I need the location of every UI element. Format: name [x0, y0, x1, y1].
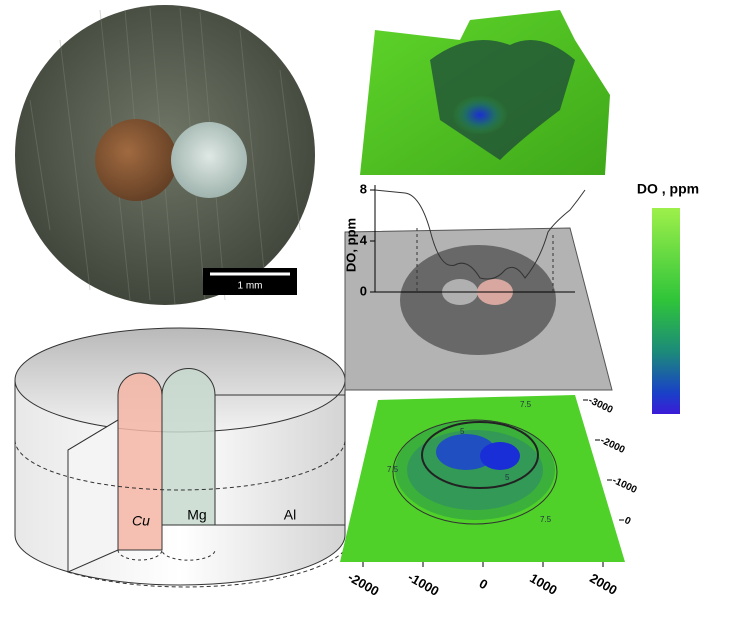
scale-bar-label: 1 mm [238, 281, 263, 292]
schematic: Cu Mg Al [14, 327, 346, 588]
y-tick-label: -1000 [611, 475, 639, 496]
cu-label: Cu [132, 513, 150, 529]
colorbar: DO , ppm [637, 181, 699, 414]
y-tick-label: 0 [623, 515, 633, 528]
contour-label: 5 [505, 473, 510, 482]
mg-rod [161, 368, 216, 526]
contour-label: 7.5 [520, 400, 532, 409]
mg-label: Mg [187, 507, 206, 523]
hidden-edge [117, 549, 216, 561]
y-tick-label: 4 [360, 232, 368, 247]
mg-insert [171, 122, 247, 198]
contour-label: 7.5 [387, 465, 399, 474]
x-tick-label: -2000 [345, 569, 381, 599]
surface-plot [360, 10, 610, 175]
cut-edge [67, 419, 119, 451]
x-tick-label: 2000 [587, 570, 620, 597]
profile-plot: DO, ppm 0 4 8 [343, 181, 613, 391]
surface-minimum [452, 95, 508, 135]
contour-map: 7.5 5 7.5 7.5 5 -2000 -1000 0 1000 2000 -3000… [340, 395, 639, 599]
y-tick-label: -3000 [587, 395, 615, 416]
hidden-edge [14, 439, 346, 491]
contour-label: 7.5 [540, 515, 552, 524]
al-label: Al [284, 507, 296, 523]
x-tick-label: 1000 [527, 570, 560, 597]
region [436, 434, 496, 470]
contour-line [392, 419, 558, 525]
contour-line [421, 421, 539, 489]
y-tick-label: -2000 [599, 435, 627, 456]
micrograph: 1 mm [15, 5, 315, 306]
region [480, 442, 520, 470]
do-profile [374, 189, 586, 280]
x-tick-label: 0 [477, 576, 491, 593]
colorbar-title: DO , ppm [637, 181, 699, 197]
y-tick-label: 0 [360, 283, 367, 298]
hidden-edge [67, 549, 346, 588]
y-tick-label: 8 [360, 181, 367, 196]
sample-image [400, 245, 556, 355]
contour-label: 5 [460, 427, 465, 436]
profile-axis-label: DO, ppm [343, 218, 358, 272]
x-tick-label: -1000 [405, 569, 441, 599]
colorbar-ramp [652, 208, 680, 414]
cu-insert [95, 119, 177, 201]
